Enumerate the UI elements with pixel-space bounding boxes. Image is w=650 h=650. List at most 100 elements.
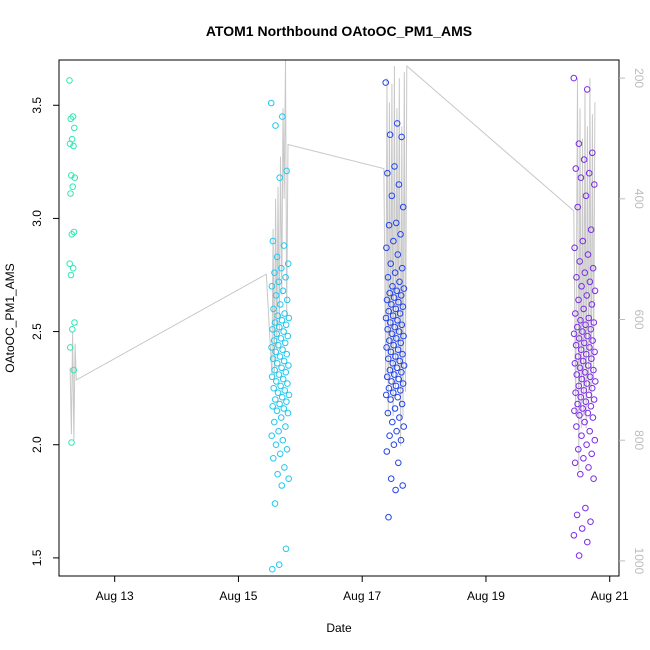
data-point bbox=[276, 450, 284, 458]
data-point bbox=[385, 355, 392, 363]
y-tick-label: 3.5 bbox=[30, 97, 44, 114]
data-point bbox=[574, 353, 582, 360]
x-axis-label: Date bbox=[326, 621, 352, 635]
data-point bbox=[392, 305, 400, 313]
data-point bbox=[578, 432, 585, 440]
data-point bbox=[397, 231, 404, 238]
data-point bbox=[399, 350, 406, 358]
data-point bbox=[396, 310, 404, 317]
data-point bbox=[384, 274, 392, 281]
data-point bbox=[587, 226, 595, 233]
data-point bbox=[281, 464, 288, 471]
data-point bbox=[282, 369, 290, 376]
data-point bbox=[572, 165, 580, 172]
data-point bbox=[67, 190, 74, 197]
data-point bbox=[577, 317, 584, 324]
data-point bbox=[587, 518, 594, 526]
data-point bbox=[268, 283, 276, 290]
data-point bbox=[271, 269, 278, 277]
data-point bbox=[577, 174, 585, 181]
data-point bbox=[390, 294, 398, 301]
data-point bbox=[270, 455, 277, 462]
data-point bbox=[571, 459, 579, 467]
data-point bbox=[399, 482, 407, 489]
data-point bbox=[573, 371, 581, 378]
data-point bbox=[398, 321, 406, 329]
data-point bbox=[279, 375, 287, 383]
data-point bbox=[574, 400, 581, 408]
data-point bbox=[67, 271, 75, 279]
data-point bbox=[582, 398, 590, 406]
data-point bbox=[570, 330, 578, 338]
data-point bbox=[577, 470, 584, 478]
data-point bbox=[273, 407, 281, 415]
x-tick-label: Aug 17 bbox=[343, 589, 381, 603]
data-point bbox=[396, 278, 403, 286]
data-point bbox=[391, 371, 398, 378]
data-point bbox=[392, 219, 400, 227]
data-point bbox=[394, 251, 402, 258]
data-point bbox=[576, 258, 584, 265]
data-point bbox=[267, 99, 275, 107]
data-point bbox=[386, 289, 394, 297]
data-point bbox=[581, 339, 588, 347]
data-point bbox=[587, 326, 595, 333]
data-point bbox=[586, 278, 594, 286]
data-point bbox=[384, 169, 391, 177]
data-point bbox=[275, 561, 283, 569]
data-point bbox=[282, 321, 290, 329]
data-point bbox=[386, 432, 393, 440]
data-point bbox=[272, 348, 280, 356]
data-point bbox=[582, 192, 590, 200]
data-point bbox=[582, 321, 589, 329]
data-point bbox=[282, 274, 289, 281]
data-point bbox=[389, 418, 396, 426]
data-point bbox=[386, 131, 394, 138]
data-point bbox=[271, 366, 279, 374]
data-point bbox=[268, 344, 275, 351]
data-point bbox=[277, 382, 284, 390]
data-point bbox=[69, 264, 77, 272]
data-point bbox=[574, 323, 581, 331]
data-point bbox=[570, 532, 578, 539]
data-point bbox=[589, 414, 597, 421]
data-point bbox=[384, 409, 392, 417]
data-point bbox=[275, 278, 283, 286]
data-point bbox=[571, 360, 579, 367]
data-point bbox=[390, 441, 398, 449]
data-point bbox=[590, 319, 598, 326]
data-point bbox=[388, 301, 395, 308]
data-point bbox=[585, 464, 592, 471]
data-point bbox=[385, 307, 393, 315]
series-2 bbox=[267, 99, 293, 573]
data-point bbox=[400, 423, 408, 430]
data-point bbox=[385, 221, 393, 229]
data-point bbox=[393, 335, 400, 342]
data-point bbox=[383, 344, 390, 351]
data-point bbox=[278, 317, 286, 324]
data-point bbox=[269, 355, 277, 363]
data-points bbox=[66, 74, 599, 573]
data-point bbox=[393, 120, 401, 127]
right-tick-label: 600 bbox=[632, 309, 646, 329]
chart-title: ATOM1 Northbound OAtoOC_PM1_AMS bbox=[206, 23, 472, 39]
plot-frame bbox=[58, 59, 620, 577]
data-point bbox=[570, 74, 578, 82]
data-point bbox=[397, 387, 404, 394]
data-point bbox=[586, 427, 594, 435]
data-point bbox=[572, 310, 579, 317]
data-point bbox=[589, 149, 596, 157]
data-point bbox=[573, 274, 580, 281]
data-point bbox=[395, 298, 402, 306]
data-point bbox=[271, 418, 278, 426]
data-point bbox=[283, 398, 290, 406]
data-point bbox=[588, 384, 596, 392]
data-point bbox=[589, 264, 597, 272]
y-tick-label: 2.5 bbox=[30, 323, 44, 340]
series-1 bbox=[66, 77, 79, 446]
data-point bbox=[283, 350, 291, 358]
data-point bbox=[572, 389, 579, 397]
data-point bbox=[400, 285, 408, 292]
data-point bbox=[69, 183, 76, 190]
